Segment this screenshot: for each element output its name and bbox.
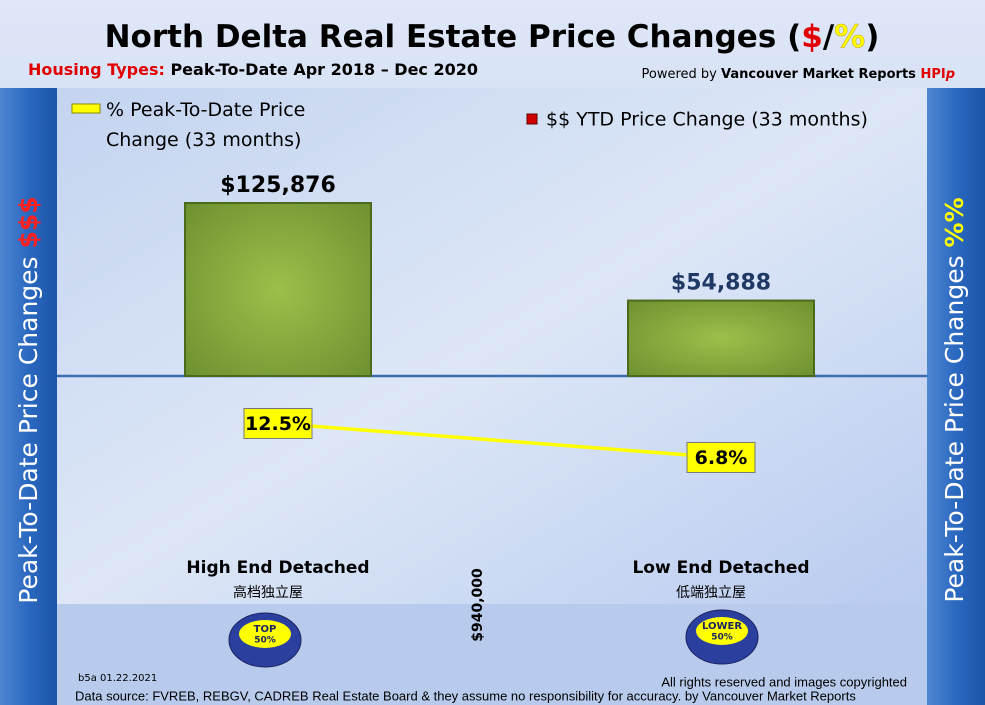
right-panel (927, 88, 985, 705)
title-part: / (823, 19, 835, 55)
badge-inner (239, 620, 291, 648)
axis-label-part: Peak-To-Date Price Changes (14, 248, 43, 603)
title-part: $ (801, 19, 823, 55)
bar (184, 202, 372, 377)
footer-rights: All rights reserved and images copyright… (661, 674, 907, 689)
footer-source: Data source: FVREB, REBGV, CADREB Real E… (75, 688, 856, 703)
axis-label-part: %% (940, 197, 969, 247)
right-axis-label: Peak-To-Date Price Changes %% (940, 197, 969, 602)
subtitle-part: Housing Types: (28, 60, 165, 79)
data-label: $54,888 (671, 271, 771, 296)
legend-label: $$ YTD Price Change (33 months) (546, 109, 868, 131)
subtitle: Housing Types: Peak-To-Date Apr 2018 – D… (28, 60, 478, 79)
footer-code: b5a 01.22.2021 (78, 673, 157, 684)
data-label: $125,876 (220, 173, 336, 198)
legend-swatch (526, 113, 538, 125)
title-part: North Delta Real Estate Price Changes ( (105, 19, 802, 55)
badge-label: 50% (711, 633, 733, 643)
credit-part: Vancouver Market Reports (721, 67, 920, 82)
credit-part: Powered by (642, 67, 721, 82)
left-axis-label: Peak-To-Date Price Changes $$$ (14, 196, 43, 603)
data-label: 6.8% (695, 447, 748, 469)
bar (627, 299, 815, 377)
credit: Powered by Vancouver Market Reports HPIp (642, 67, 955, 82)
x-tick-label: Low End Detached (632, 558, 809, 578)
badge-label: LOWER (702, 621, 742, 632)
badge-label: TOP (254, 624, 277, 635)
x-tick-sublabel: 低端独立屋 (676, 585, 746, 601)
badge-label: 50% (254, 636, 276, 646)
title-part: ) (865, 19, 879, 55)
left-panel (0, 88, 57, 705)
legend-label: % Peak-To-Date Price Change (33 months) (106, 99, 306, 151)
data-label-box (686, 441, 756, 473)
footer-band (57, 604, 927, 705)
x-tick-label: High End Detached (186, 558, 369, 578)
legend-swatch (71, 103, 101, 114)
divider-label: $940,000 (470, 568, 486, 642)
data-label: 12.5% (245, 413, 311, 435)
credit-part: HPI (920, 67, 945, 82)
chart-title: North Delta Real Estate Price Changes ($… (105, 19, 880, 55)
subtitle-part: Peak-To-Date Apr 2018 – Dec 2020 (165, 60, 478, 79)
credit-part: p (945, 67, 955, 82)
badge-inner (696, 617, 748, 645)
title-part: % (834, 19, 865, 55)
axis-label-part: $$$ (14, 196, 43, 248)
legend-entry: % Peak-To-Date Price Change (33 months) (106, 99, 306, 151)
axis-label-part: Peak-To-Date Price Changes (940, 247, 969, 602)
data-label-box (243, 408, 313, 439)
x-tick-sublabel: 高档独立屋 (233, 584, 303, 601)
line (277, 421, 722, 460)
